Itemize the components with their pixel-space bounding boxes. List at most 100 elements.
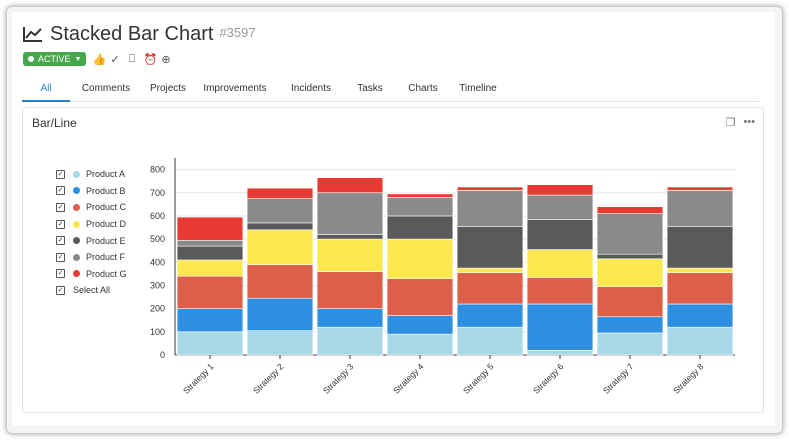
checkbox-icon[interactable]: ✓ [56, 285, 65, 295]
chart-legend: ✓ Product A ✓ Product B ✓ Product C ✓ Pr… [56, 166, 127, 299]
bar-segment-product-g[interactable] [386, 193, 454, 198]
status-badge[interactable]: ACTIVE ▼ [23, 52, 87, 66]
bar-segment-product-f[interactable] [176, 239, 244, 247]
bookmark-icon[interactable]: ⎕ [128, 52, 136, 65]
bar-segment-product-a[interactable] [246, 330, 314, 356]
legend-label: Product A [86, 169, 126, 180]
tab-tasks[interactable]: Tasks [357, 83, 383, 94]
bar-segment-product-c[interactable] [176, 275, 244, 309]
legend-item-product-a[interactable]: ✓ Product A [56, 166, 127, 183]
bar-segment-product-e[interactable] [666, 226, 734, 269]
status-label: ACTIVE [38, 54, 71, 64]
checkbox-icon[interactable]: ✓ [56, 236, 65, 246]
check-circle-icon[interactable]: ✓ [110, 53, 120, 66]
legend-select-all[interactable]: ✓ Select All [56, 282, 127, 299]
bar-segment-product-b[interactable] [456, 303, 524, 328]
bar-segment-product-b[interactable] [596, 316, 664, 334]
checkbox-icon[interactable]: ✓ [56, 202, 65, 212]
bar-segment-product-e[interactable] [176, 245, 244, 261]
status-row: ACTIVE ▼ 👍 ✓ ⎕ ⏰ ⊕ [23, 52, 171, 66]
checkbox-icon[interactable]: ✓ [56, 219, 65, 229]
bar-segment-product-d[interactable] [246, 229, 314, 265]
bar-segment-product-b[interactable] [176, 308, 244, 333]
bar-segment-product-a[interactable] [316, 326, 384, 356]
bar-segment-product-b[interactable] [666, 303, 734, 328]
more-icon[interactable]: ••• [743, 116, 755, 128]
bar-segment-product-d[interactable] [386, 238, 454, 279]
bar-segment-product-f[interactable] [316, 192, 384, 235]
legend-item-product-c[interactable]: ✓ Product C [56, 199, 127, 216]
panel-title: Bar/Line [32, 116, 77, 130]
bar-segment-product-d[interactable] [176, 259, 244, 277]
tab-timeline[interactable]: Timeline [459, 83, 497, 94]
bar-segment-product-f[interactable] [246, 198, 314, 224]
y-tick-label: 0 [160, 350, 165, 360]
y-tick-label: 200 [150, 304, 165, 314]
bar-segment-product-c[interactable] [596, 286, 664, 318]
bar-segment-product-b[interactable] [386, 315, 454, 335]
bar-segment-product-d[interactable] [666, 267, 734, 274]
legend-item-product-e[interactable]: ✓ Product E [56, 232, 127, 249]
bar-segment-product-b[interactable] [246, 297, 314, 331]
bar-segment-product-g[interactable] [316, 177, 384, 194]
bar-segment-product-d[interactable] [316, 238, 384, 272]
bar-segment-product-c[interactable] [526, 277, 594, 305]
x-tick-label: Strategy 7 [601, 361, 636, 396]
bar-segment-product-c[interactable] [316, 271, 384, 309]
bar-segment-product-c[interactable] [666, 272, 734, 305]
tab-improvements[interactable]: Improvements [203, 83, 267, 94]
tab-all[interactable]: All [22, 83, 70, 102]
tab-incidents[interactable]: Incidents [290, 83, 332, 94]
bar-segment-product-g[interactable] [526, 184, 594, 196]
bar-segment-product-g[interactable] [176, 216, 244, 241]
bar-segment-product-a[interactable] [456, 326, 524, 356]
bar-segment-product-b[interactable] [316, 308, 384, 328]
legend-label: Product G [86, 268, 127, 279]
bar-segment-product-d[interactable] [526, 249, 594, 278]
bar-segment-product-a[interactable] [176, 331, 244, 356]
bar-segment-product-a[interactable] [526, 350, 594, 356]
checkbox-icon[interactable]: ✓ [56, 169, 65, 179]
bar-segment-product-d[interactable] [456, 267, 524, 274]
tab-projects[interactable]: Projects [149, 83, 187, 94]
checkbox-icon[interactable]: ✓ [56, 269, 65, 279]
bar-segment-product-g[interactable] [246, 187, 314, 199]
legend-item-product-b[interactable]: ✓ Product B [56, 183, 127, 200]
bar-segment-product-f[interactable] [456, 190, 524, 227]
checkbox-icon[interactable]: ✓ [56, 252, 65, 262]
bar-segment-product-g[interactable] [666, 186, 734, 191]
thumbs-up-icon[interactable]: 👍 [92, 53, 107, 66]
x-tick-label: Strategy 6 [531, 361, 566, 396]
legend-item-product-d[interactable]: ✓ Product D [56, 216, 127, 233]
bar-segment-product-e[interactable] [526, 219, 594, 250]
bar-segment-product-a[interactable] [666, 326, 734, 356]
bar-segment-product-e[interactable] [386, 215, 454, 240]
tab-charts[interactable]: Charts [408, 83, 438, 94]
bar-segment-product-e[interactable] [246, 222, 314, 231]
bar-segment-product-c[interactable] [456, 272, 524, 305]
bar-segment-product-c[interactable] [386, 278, 454, 316]
bar-segment-product-d[interactable] [596, 258, 664, 287]
bar-segment-product-g[interactable] [456, 186, 524, 191]
bar-segment-product-c[interactable] [246, 264, 314, 299]
checkbox-icon[interactable]: ✓ [56, 186, 65, 196]
bar-segment-product-a[interactable] [386, 333, 454, 356]
bar-segment-product-a[interactable] [596, 332, 664, 356]
y-tick-label: 600 [150, 211, 165, 221]
tab-comments[interactable]: Comments [81, 83, 131, 94]
bar-segment-product-f[interactable] [596, 213, 664, 255]
legend-item-product-f[interactable]: ✓ Product F [56, 249, 127, 266]
bar-segment-product-f[interactable] [386, 197, 454, 217]
copy-icon[interactable]: ❐ [725, 117, 736, 129]
status-dot [28, 56, 34, 62]
bar-segment-product-f[interactable] [666, 190, 734, 227]
bar-segment-product-e[interactable] [316, 234, 384, 240]
alarm-icon[interactable]: ⏰ [143, 53, 158, 66]
bar-segment-product-e[interactable] [456, 226, 524, 269]
zoom-icon[interactable]: ⊕ [161, 53, 171, 66]
bar-segment-product-e[interactable] [596, 253, 664, 260]
bar-segment-product-f[interactable] [526, 194, 594, 220]
bar-segment-product-g[interactable] [596, 206, 664, 214]
legend-item-product-g[interactable]: ✓ Product G [56, 266, 127, 283]
bar-segment-product-b[interactable] [526, 303, 594, 351]
